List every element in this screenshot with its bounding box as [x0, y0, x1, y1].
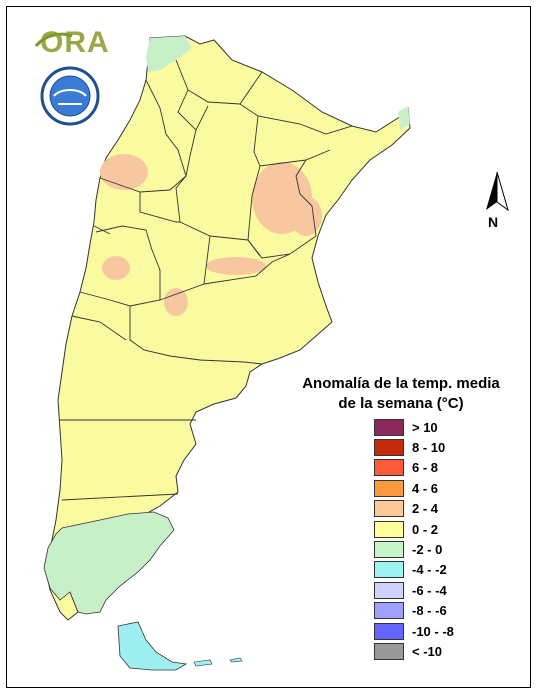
region-tierra-del-fuego: [117, 621, 188, 671]
legend-label: 2 - 4: [412, 501, 439, 517]
ora-logo: ORA: [40, 26, 110, 59]
legend-item: > 10: [374, 418, 438, 436]
legend-label: > 10: [412, 419, 438, 435]
legend-label: -8 - -6: [412, 603, 447, 619]
legend-swatch: [374, 540, 404, 558]
region-santa-cruz-cool: [43, 511, 175, 615]
province-boundaries: [60, 59, 353, 501]
legend-item: 8 - 10: [374, 438, 445, 456]
warm-patch-lapampa: [164, 288, 188, 316]
legend-label: 4 - 6: [412, 480, 439, 496]
legend-label: < -10: [412, 643, 442, 659]
legend-item: 4 - 6: [374, 479, 438, 497]
region-misiones-cool: [398, 106, 410, 130]
ora-swoosh-icon: [34, 32, 73, 48]
legend-item: < -10: [374, 642, 442, 660]
smn-emblem-icon: [40, 66, 100, 126]
warm-patch-entrerios: [290, 196, 322, 236]
legend-item: 6 - 8: [374, 459, 438, 477]
legend-swatch: [374, 520, 404, 538]
island-2: [229, 657, 243, 663]
legend-title: Anomalía de la temp. media de la semana …: [286, 374, 516, 414]
legend-item: -8 - -6: [374, 602, 447, 620]
legend-swatch: [374, 602, 404, 620]
legend-label: -10 - -8: [412, 623, 454, 639]
legend-label: 6 - 8: [412, 460, 439, 476]
region-jujuy-cool: [146, 36, 192, 72]
legend-label: -2 - 0: [412, 541, 443, 557]
legend-label: 8 - 10: [412, 439, 446, 455]
legend-swatch: [374, 622, 404, 640]
north-label: N: [488, 214, 499, 230]
warm-patch-cordoba-south: [206, 257, 266, 275]
legend-label: -6 - -4: [412, 582, 447, 598]
legend-swatch: [374, 459, 404, 477]
legend-item: 2 - 4: [374, 500, 438, 518]
warm-patch-sanjuan: [102, 256, 130, 280]
legend-swatch: [374, 500, 404, 518]
legend-label: 0 - 2: [412, 521, 439, 537]
legend-item: -2 - 0: [374, 540, 442, 558]
legend-title-line1: Anomalía de la temp. media: [302, 375, 500, 392]
legend-swatch: [374, 438, 404, 456]
legend-item: -4 - -2: [374, 561, 447, 579]
legend-item: 0 - 2: [374, 520, 438, 538]
legend-label: -4 - -2: [412, 562, 447, 578]
island-1: [193, 659, 213, 667]
legend-swatch: [374, 642, 404, 660]
legend-item: -10 - -8: [374, 622, 454, 640]
warm-patch-catamarca: [100, 154, 148, 190]
legend-item: -6 - -4: [374, 581, 447, 599]
legend-swatch: [374, 561, 404, 579]
north-arrow-icon: [486, 171, 509, 212]
legend-title-line2: de la semana (°C): [338, 395, 464, 412]
legend-swatch: [374, 479, 404, 497]
legend-swatch: [374, 418, 404, 436]
legend-swatch: [374, 581, 404, 599]
